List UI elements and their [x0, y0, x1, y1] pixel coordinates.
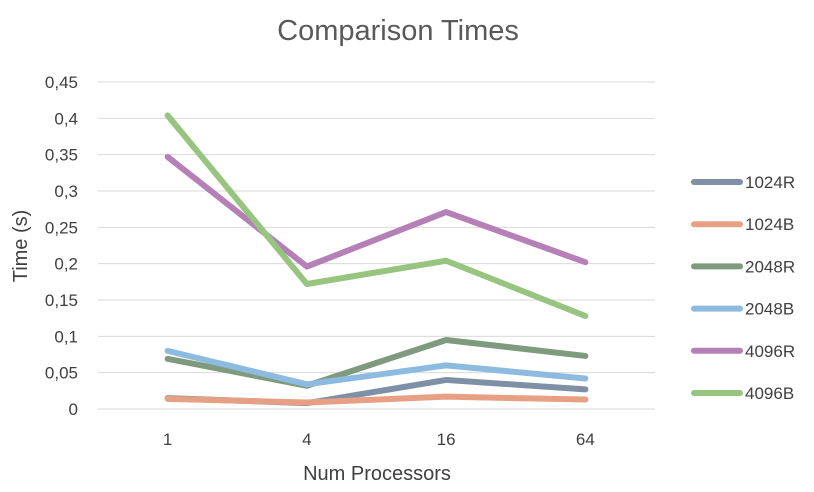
x-axis-ticks: 1 4 16 64 [163, 430, 595, 449]
legend-label: 4096R [745, 342, 795, 361]
y-tick-label: 0,05 [45, 364, 78, 383]
x-tick-label: 16 [437, 430, 456, 449]
chart-title: Comparison Times [277, 15, 519, 47]
y-axis-ticks: 0 0,05 0,1 0,15 0,2 0,25 0,3 0,35 0,4 0,45 [45, 73, 78, 419]
legend-item-1024r: 1024R [691, 173, 795, 192]
legend-label: 2048B [745, 300, 794, 319]
legend-item-2048b: 2048B [691, 300, 794, 319]
series-lines [164, 112, 589, 407]
legend: 1024R 1024B 2048R 2048B 4096R 4096B [691, 173, 795, 403]
legend-item-4096r: 4096R [691, 342, 795, 361]
x-tick-label: 1 [163, 430, 172, 449]
y-tick-label: 0 [69, 400, 78, 419]
y-axis-label: Time (s) [10, 210, 32, 283]
series-line-4096r [164, 153, 589, 270]
y-tick-label: 0,25 [45, 218, 78, 237]
legend-label: 2048R [745, 257, 795, 276]
x-tick-label: 4 [302, 430, 311, 449]
y-tick-label: 0,3 [54, 182, 78, 201]
legend-item-2048r: 2048R [691, 257, 795, 276]
y-tick-label: 0,1 [54, 327, 78, 346]
series-line-2048r [164, 336, 589, 389]
x-tick-label: 64 [576, 430, 595, 449]
legend-label: 1024B [745, 215, 794, 234]
y-tick-label: 0,35 [45, 146, 78, 165]
x-axis-label: Num Processors [303, 463, 451, 485]
series-line-2048b [164, 347, 589, 388]
series-line-4096b [164, 112, 589, 319]
legend-label: 1024R [745, 173, 795, 192]
legend-label: 4096B [745, 384, 794, 403]
y-tick-label: 0,45 [45, 73, 78, 92]
y-tick-label: 0,4 [54, 109, 78, 128]
legend-item-1024b: 1024B [691, 215, 794, 234]
y-tick-label: 0,15 [45, 291, 78, 310]
series-line-1024b [164, 393, 589, 406]
gridlines [98, 81, 655, 410]
legend-item-4096b: 4096B [691, 384, 794, 403]
y-tick-label: 0,2 [54, 255, 78, 274]
